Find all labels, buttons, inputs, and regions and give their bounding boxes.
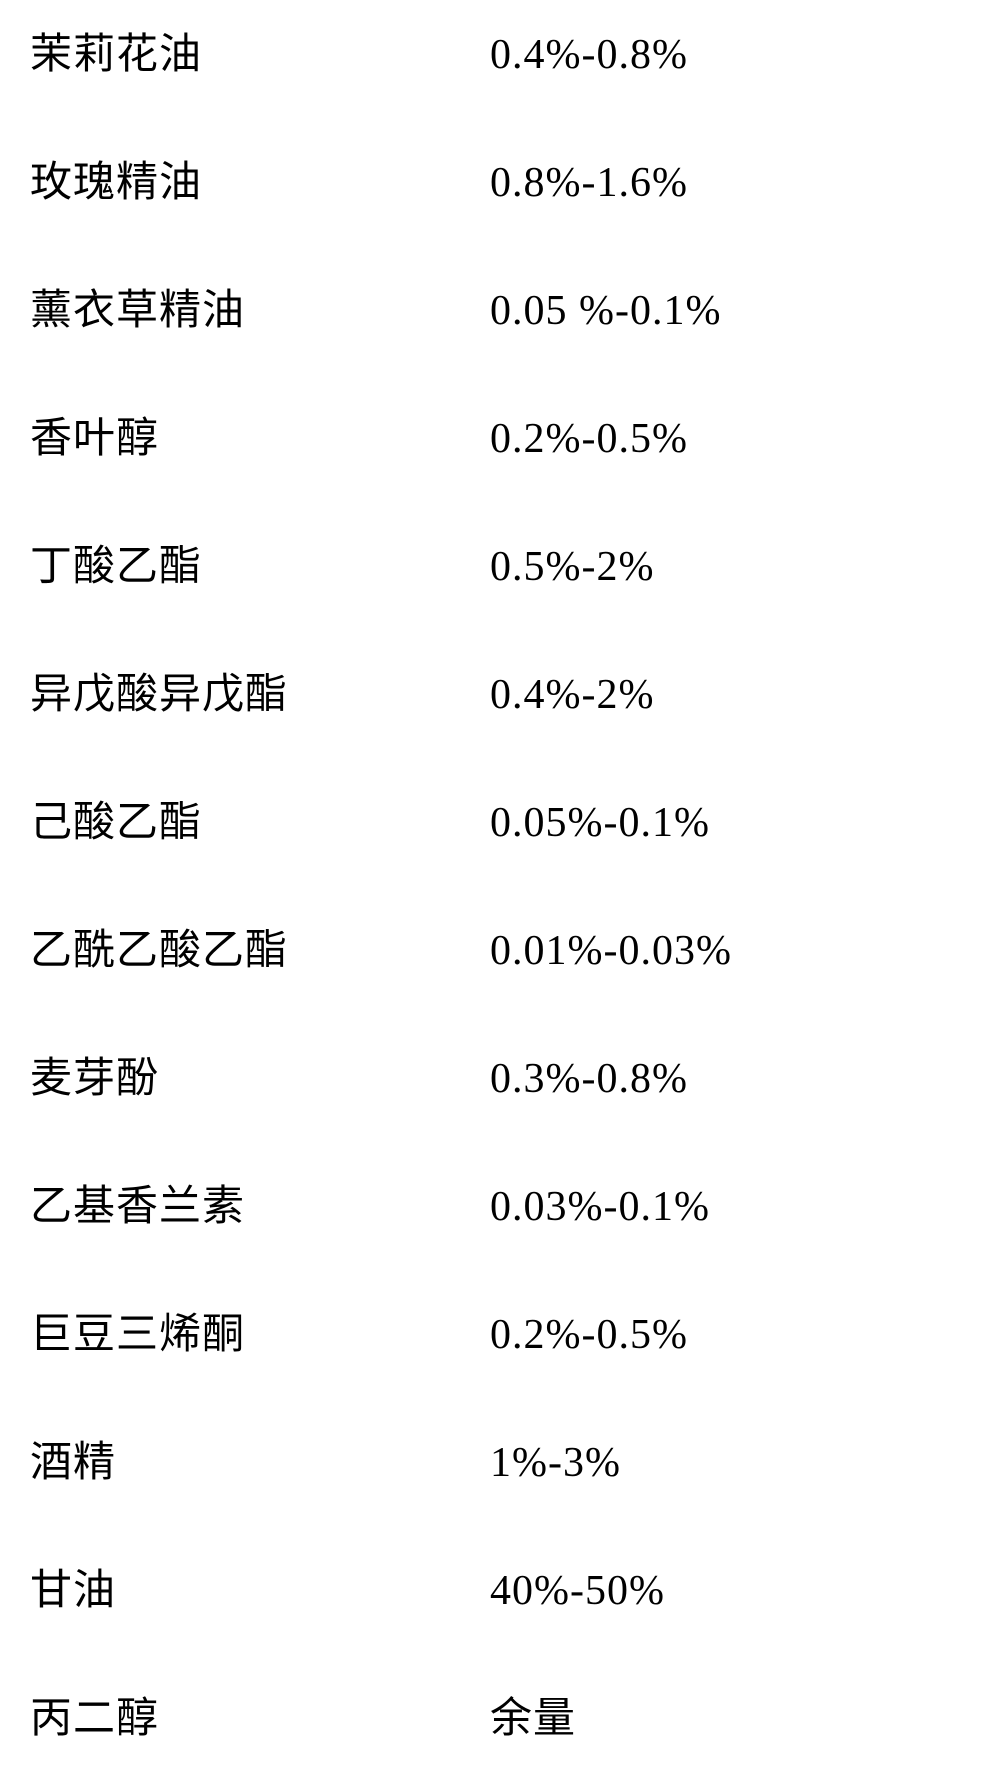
- ingredient-value: 40%-50%: [490, 1567, 665, 1615]
- ingredient-value: 余量: [490, 1684, 576, 1745]
- ingredient-name: 乙基香兰素: [30, 1172, 490, 1233]
- ingredient-name: 酒精: [30, 1428, 490, 1489]
- ingredient-name: 己酸乙酯: [30, 788, 490, 849]
- ingredient-value: 0.4%-2%: [490, 671, 654, 719]
- ingredient-value: 0.4%-0.8%: [490, 31, 688, 79]
- ingredient-row: 丙二醇 余量: [30, 1684, 958, 1745]
- ingredient-row: 己酸乙酯 0.05%-0.1%: [30, 788, 958, 849]
- ingredient-row: 麦芽酚 0.3%-0.8%: [30, 1044, 958, 1105]
- ingredient-row: 酒精 1%-3%: [30, 1428, 958, 1489]
- ingredient-name: 巨豆三烯酮: [30, 1300, 490, 1361]
- ingredient-row: 甘油 40%-50%: [30, 1556, 958, 1617]
- ingredient-row: 玫瑰精油 0.8%-1.6%: [30, 148, 958, 209]
- ingredient-value: 0.2%-0.5%: [490, 415, 688, 463]
- ingredient-value: 1%-3%: [490, 1439, 621, 1487]
- ingredient-value: 0.05%-0.1%: [490, 799, 710, 847]
- ingredient-value: 0.8%-1.6%: [490, 159, 688, 207]
- ingredient-value: 0.01%-0.03%: [490, 927, 732, 975]
- ingredient-row: 香叶醇 0.2%-0.5%: [30, 404, 958, 465]
- ingredient-row: 丁酸乙酯 0.5%-2%: [30, 532, 958, 593]
- ingredient-row: 乙基香兰素 0.03%-0.1%: [30, 1172, 958, 1233]
- ingredient-name: 麦芽酚: [30, 1044, 490, 1105]
- ingredient-value: 0.03%-0.1%: [490, 1183, 710, 1231]
- ingredient-row: 薰衣草精油 0.05 %-0.1%: [30, 276, 958, 337]
- ingredient-value: 0.5%-2%: [490, 543, 654, 591]
- ingredient-row: 巨豆三烯酮 0.2%-0.5%: [30, 1300, 958, 1361]
- ingredient-name: 香叶醇: [30, 404, 490, 465]
- ingredient-name: 茉莉花油: [30, 20, 490, 81]
- ingredient-row: 乙酰乙酸乙酯 0.01%-0.03%: [30, 916, 958, 977]
- ingredient-name: 乙酰乙酸乙酯: [30, 916, 490, 977]
- ingredient-name: 丙二醇: [30, 1684, 490, 1745]
- ingredient-value: 0.05 %-0.1%: [490, 287, 721, 335]
- ingredient-name: 玫瑰精油: [30, 148, 490, 209]
- ingredient-row: 茉莉花油 0.4%-0.8%: [30, 20, 958, 81]
- ingredient-row: 异戊酸异戊酯 0.4%-2%: [30, 660, 958, 721]
- ingredient-name: 薰衣草精油: [30, 276, 490, 337]
- ingredient-name: 甘油: [30, 1556, 490, 1617]
- ingredient-value: 0.2%-0.5%: [490, 1311, 688, 1359]
- ingredient-name: 丁酸乙酯: [30, 532, 490, 593]
- ingredient-value: 0.3%-0.8%: [490, 1055, 688, 1103]
- ingredient-name: 异戊酸异戊酯: [30, 660, 490, 721]
- ingredient-list: 茉莉花油 0.4%-0.8% 玫瑰精油 0.8%-1.6% 薰衣草精油 0.05…: [30, 20, 958, 1745]
